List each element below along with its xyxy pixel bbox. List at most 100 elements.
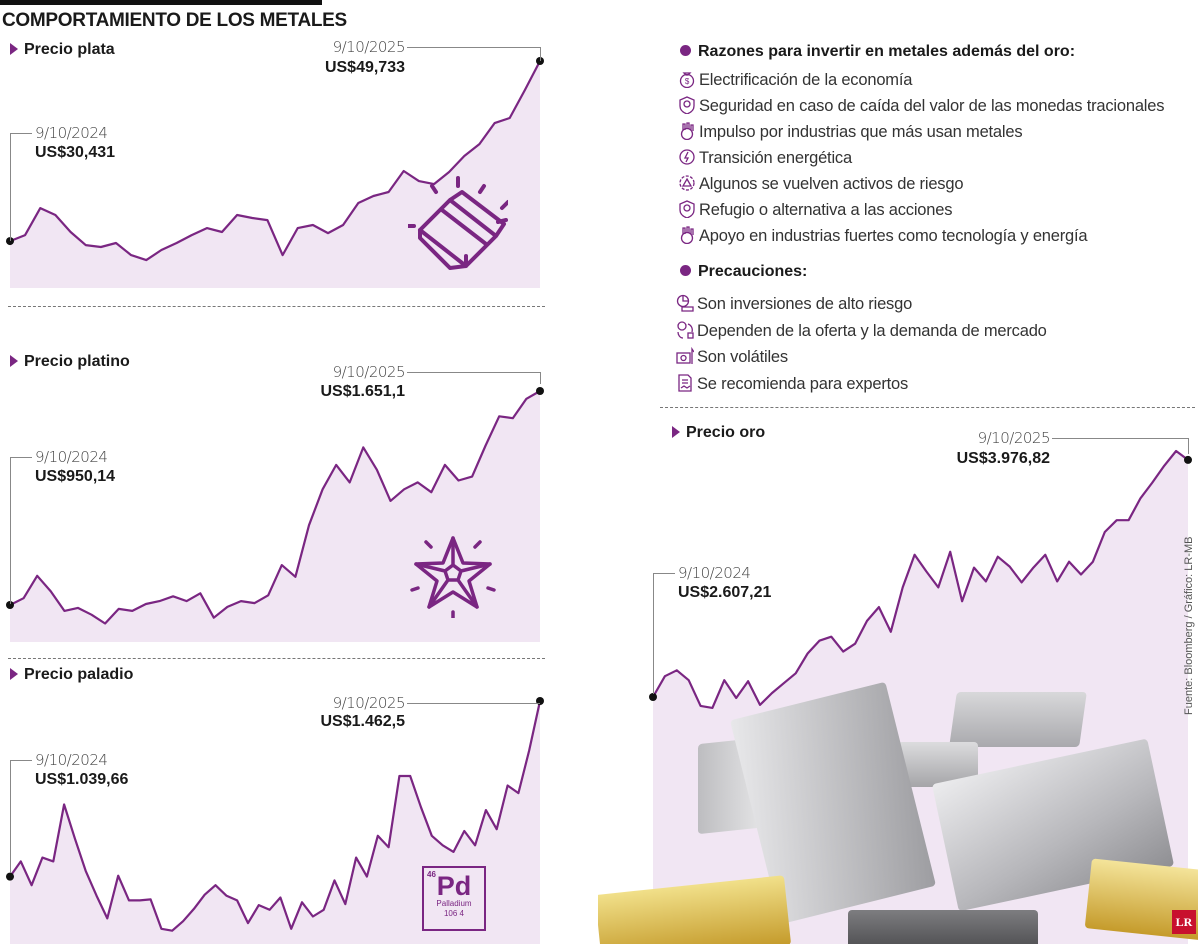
list-item: Dependen de la oferta y la demanda de me… bbox=[676, 320, 1047, 341]
start-point-marker bbox=[6, 237, 14, 246]
star-icon bbox=[410, 536, 496, 618]
chart-title-text: Precio plata bbox=[24, 41, 115, 58]
industry-gear-icon bbox=[680, 226, 694, 244]
list-item: Seguridad en caso de caída del valor de … bbox=[678, 96, 1164, 116]
price-line bbox=[9, 700, 542, 932]
leader-line bbox=[1188, 438, 1189, 454]
start-value-label: US$2.607,21 bbox=[678, 584, 772, 601]
list-item-label: Transición energética bbox=[699, 149, 852, 167]
start-point-marker bbox=[6, 601, 14, 610]
triangle-icon bbox=[672, 426, 680, 438]
energy-cycle-icon bbox=[679, 149, 695, 165]
list-item: Apoyo en industrias fuertes como tecnolo… bbox=[678, 226, 1088, 246]
list-item-label: Seguridad en caso de caída del valor de … bbox=[699, 97, 1165, 115]
banknote-arrow-icon bbox=[676, 347, 694, 364]
metal-bars-photo bbox=[598, 680, 1198, 944]
element-mass: 106 4 bbox=[443, 909, 465, 918]
list-item-label: Son inversiones de alto riesgo bbox=[697, 295, 913, 313]
bullet-icon bbox=[680, 265, 691, 276]
chart-title-text: Precio platino bbox=[24, 353, 130, 370]
precautions-heading: Precauciones: bbox=[680, 263, 807, 281]
list-item-label: Refugio o alternativa a las acciones bbox=[699, 201, 953, 219]
palladium-tile-icon: 46 Pd Palladium 106 4 bbox=[422, 866, 486, 931]
end-value-label: US$1.462,5 bbox=[320, 713, 405, 730]
list-item-label: Dependen de la oferta y la demanda de me… bbox=[697, 321, 1047, 340]
chart-title-gold: Precio oro bbox=[672, 424, 765, 442]
list-item-label: Electrificación de la economía bbox=[699, 71, 913, 89]
reasons-heading: Razones para invertir en metales además … bbox=[680, 43, 1075, 61]
list-item: Son volátiles bbox=[676, 347, 788, 367]
chart-silver bbox=[6, 57, 544, 288]
start-value-label: US$1.039,66 bbox=[35, 771, 129, 788]
leader-line bbox=[407, 703, 540, 704]
leader-line bbox=[10, 760, 11, 873]
end-value-label: US$3.976,82 bbox=[956, 450, 1050, 467]
shield-icon bbox=[679, 96, 695, 114]
document-handshake-icon bbox=[678, 373, 692, 392]
start-point-marker bbox=[6, 872, 14, 881]
lr-logo: LR bbox=[1172, 910, 1196, 934]
price-line bbox=[9, 60, 541, 262]
reasons-section: Razones para invertir en metales además … bbox=[680, 43, 1075, 61]
chart-title-platinum: Precio platino bbox=[10, 353, 130, 371]
list-item: Refugio o alternativa a las acciones bbox=[678, 200, 952, 220]
leader-line bbox=[653, 573, 675, 574]
leader-line bbox=[10, 133, 32, 134]
list-item: Se recomienda para expertos bbox=[676, 373, 909, 394]
area-fill bbox=[10, 391, 540, 642]
leader-line bbox=[653, 573, 654, 694]
area-fill bbox=[10, 701, 540, 944]
industry-gear-icon bbox=[680, 122, 694, 140]
precautions-section: Precauciones: bbox=[680, 263, 807, 281]
price-line bbox=[9, 390, 541, 625]
end-date-label: 9/10/2025 bbox=[332, 694, 406, 712]
bullet-icon bbox=[680, 45, 691, 56]
svg-text:$: $ bbox=[685, 77, 690, 86]
start-value-label: US$30,431 bbox=[35, 144, 116, 161]
list-item: Algunos se vuelven activos de riesgo bbox=[678, 174, 963, 194]
debt-chart-icon bbox=[676, 294, 694, 312]
end-point-marker bbox=[1184, 455, 1192, 464]
end-value-label: US$1.651,1 bbox=[320, 383, 405, 400]
leader-line bbox=[10, 133, 11, 241]
end-date-label: 9/10/2025 bbox=[332, 38, 406, 56]
end-value-label: US$49,733 bbox=[324, 59, 405, 76]
leader-line bbox=[10, 457, 11, 604]
chart-platinum bbox=[6, 387, 544, 642]
chart-title-text: Precio paladio bbox=[24, 666, 134, 683]
start-value-label: US$950,14 bbox=[35, 468, 116, 485]
reasons-heading-text: Razones para invertir en metales además … bbox=[698, 43, 1076, 60]
triangle-icon bbox=[10, 668, 18, 680]
precautions-heading-text: Precauciones: bbox=[698, 263, 808, 280]
list-item-label: Se recomienda para expertos bbox=[697, 374, 909, 393]
end-point-marker bbox=[536, 57, 544, 65]
list-item-label: Apoyo en industrias fuertes como tecnolo… bbox=[699, 227, 1088, 245]
triangle-icon bbox=[10, 43, 18, 55]
element-number: 46 bbox=[427, 870, 436, 879]
section-divider bbox=[8, 306, 545, 307]
start-date-label: 9/10/2024 bbox=[35, 751, 108, 769]
list-item-label: Son volátiles bbox=[697, 348, 788, 366]
header-rule bbox=[0, 0, 322, 5]
money-bag-icon: $ bbox=[679, 72, 695, 88]
list-item: Impulso por industrias que más usan meta… bbox=[678, 122, 1023, 142]
end-date-label: 9/10/2025 bbox=[332, 363, 406, 381]
element-symbol: Pd bbox=[436, 871, 472, 901]
leader-line bbox=[540, 47, 541, 61]
triangle-icon bbox=[10, 355, 18, 367]
source-credit: Fuente: Bloomberg / Gráfico: LR-MB bbox=[1183, 536, 1195, 715]
list-item-label: Algunos se vuelven activos de riesgo bbox=[699, 175, 964, 193]
start-date-label: 9/10/2024 bbox=[35, 448, 108, 466]
leader-line bbox=[407, 372, 540, 373]
shield-icon bbox=[679, 200, 695, 218]
chart-title-text: Precio oro bbox=[686, 424, 766, 441]
price-line bbox=[652, 449, 1189, 709]
chart-title-silver: Precio plata bbox=[10, 41, 115, 59]
list-item: Son inversiones de alto riesgo bbox=[676, 294, 912, 314]
element-name: Palladium bbox=[436, 899, 472, 908]
start-date-label: 9/10/2024 bbox=[35, 124, 108, 142]
gold-bars-icon bbox=[408, 176, 508, 270]
leader-line bbox=[540, 372, 541, 384]
list-item: Transición energética bbox=[678, 148, 852, 168]
chart-title-palladium: Precio paladio bbox=[10, 666, 133, 684]
